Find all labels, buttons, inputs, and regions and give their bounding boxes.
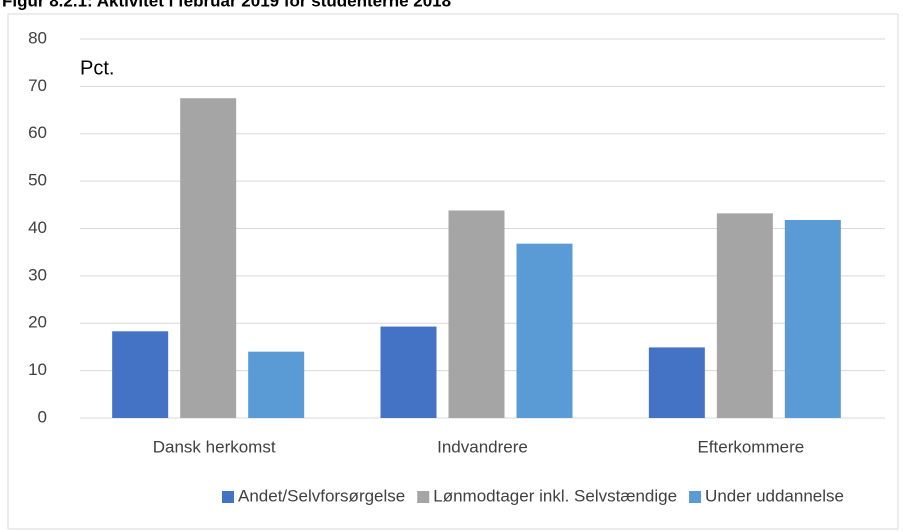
bar [648,347,705,418]
y-tick-label: 0 [38,407,47,426]
bar [784,219,841,418]
bar [448,210,505,418]
y-tick-label: 80 [28,28,47,47]
chart-title: Figur 8.2.1: Aktivitet i februar 2019 fo… [2,0,451,10]
bar [380,326,437,418]
bar [248,351,305,418]
bar [716,213,773,418]
legend-swatch [689,491,702,503]
legend-label: Lønmodtager inkl. Selvstændige [433,486,677,505]
y-tick-label: 50 [28,171,47,190]
y-tick-label: 10 [28,360,47,379]
y-tick-label: 70 [28,76,47,95]
legend-swatch [417,491,430,503]
bar [112,331,169,418]
y-tick-label: 20 [28,313,47,332]
legend-label: Andet/Selvforsørgelse [238,486,405,505]
bar [516,243,573,418]
y-tick-label: 30 [28,265,47,284]
x-tick-label: Dansk herkomst [153,437,276,456]
legend-label: Under uddannelse [705,486,844,505]
x-tick-label: Efterkommere [697,437,804,456]
bar [180,98,237,418]
y-tick-label: 40 [28,218,47,237]
x-tick-label: Indvandrere [437,437,528,456]
y-tick-label: 60 [28,123,47,142]
legend-swatch [222,491,234,503]
annotation: Pct. [80,57,114,79]
